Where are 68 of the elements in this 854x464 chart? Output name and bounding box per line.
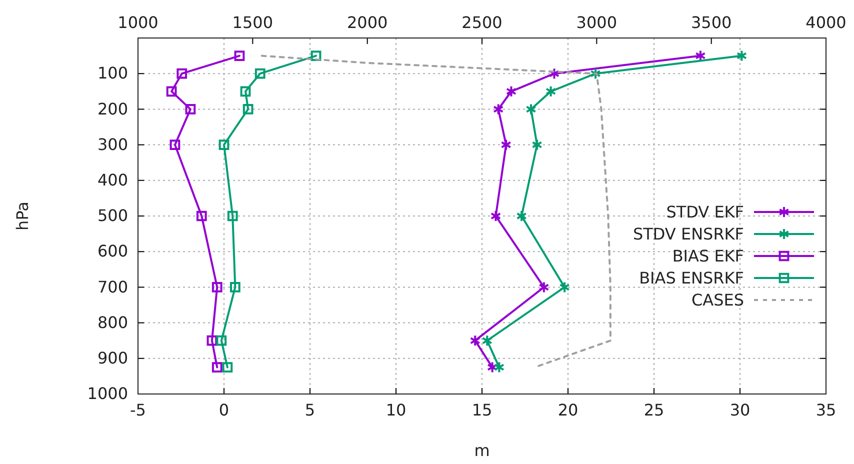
x2-tick-label: 1500 (232, 13, 274, 32)
x2-tick-label: 2500 (462, 13, 502, 32)
legend-label: STDV ENSRKF (632, 224, 744, 244)
y-axis-title: hPa (13, 202, 32, 230)
y-tick-label: 100 (97, 64, 128, 83)
point (500, 138, 512, 151)
point (486, 361, 498, 374)
y-tick-label: 900 (97, 348, 128, 368)
point (545, 85, 556, 98)
point (526, 103, 536, 116)
y-tick-label: 1000 (87, 384, 128, 404)
x2-tick-label: 3500 (690, 13, 732, 32)
point (212, 282, 222, 292)
y-tick-label: 800 (97, 312, 128, 332)
point (230, 282, 240, 292)
x-tick-label: 25 (644, 400, 664, 420)
x-tick-label: 20 (558, 400, 578, 420)
legend-label: BIAS EKF (672, 246, 744, 266)
point (736, 50, 748, 62)
point (206, 335, 218, 346)
legend-label: BIAS ENSRKF (639, 268, 744, 288)
x-tick-label: 0 (218, 400, 230, 420)
point (482, 334, 492, 347)
y-tick-label: 600 (97, 242, 128, 261)
x-tick-label: -5 (130, 400, 146, 420)
point (216, 335, 227, 346)
legend-label: CASES (691, 290, 744, 310)
x2-tick-label: 4000 (806, 13, 846, 32)
y-tick-label: 500 (97, 206, 128, 226)
point (212, 362, 222, 372)
point (240, 86, 251, 97)
x-axis-title: m (474, 441, 490, 460)
point (310, 50, 322, 61)
legend-label: STDV EKF (666, 202, 744, 222)
point (227, 210, 238, 222)
point (494, 361, 505, 374)
x2-tick-label: 3000 (576, 13, 618, 32)
x-tick-label: 10 (386, 400, 406, 420)
point (470, 334, 480, 347)
point (196, 210, 207, 222)
y-tick-label: 700 (97, 277, 128, 296)
y-tick-label: 200 (97, 99, 128, 118)
point (516, 210, 527, 222)
point (538, 281, 550, 294)
point (548, 68, 560, 80)
point (506, 85, 517, 98)
point (166, 86, 177, 97)
x-tick-label: 15 (472, 400, 492, 420)
point (185, 104, 196, 114)
point (590, 68, 601, 80)
point (493, 103, 504, 116)
point (559, 281, 570, 294)
point (242, 104, 254, 114)
point (176, 68, 188, 79)
x-tick-label: 35 (816, 400, 836, 420)
x2-tick-label: 1000 (118, 13, 158, 32)
point (254, 68, 266, 79)
point (218, 140, 230, 150)
y-tick-label: 400 (97, 170, 128, 190)
point (234, 50, 245, 61)
x2-tick-label: 2000 (346, 13, 388, 32)
point (170, 140, 180, 150)
point (222, 362, 233, 372)
x-tick-label: 5 (304, 400, 316, 420)
point (532, 138, 542, 151)
point (490, 210, 502, 222)
y-tick-label: 300 (97, 134, 128, 154)
x-tick-label: 30 (730, 400, 750, 420)
